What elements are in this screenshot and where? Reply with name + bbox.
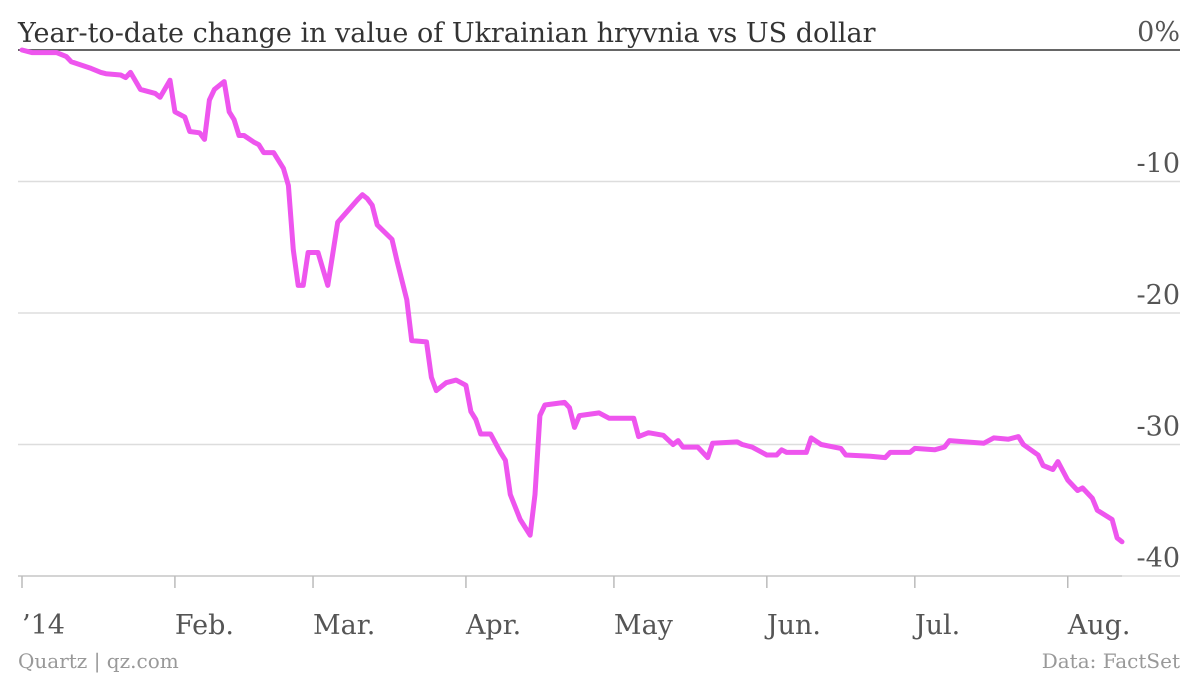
y-tick-label: 0%	[1137, 17, 1180, 48]
y-tick-label: -20	[1137, 280, 1180, 311]
x-tick-label: Feb.	[175, 610, 234, 641]
y-tick-label: -30	[1137, 412, 1180, 443]
series-line	[19, 47, 1125, 545]
x-tick-label: Aug.	[1067, 610, 1131, 641]
source: Data: FactSet	[1042, 649, 1180, 673]
y-tick-label: -10	[1137, 149, 1180, 180]
x-tick-label: May	[614, 610, 674, 641]
chart-title: Year-to-date change in value of Ukrainia…	[17, 18, 876, 49]
credit: Quartz | qz.com	[18, 649, 179, 674]
x-tick-label: Mar.	[313, 610, 375, 641]
y-tick-label: -40	[1137, 543, 1180, 574]
x-tick-label: Jul.	[912, 610, 960, 641]
x-tick-label: ’14	[22, 610, 65, 641]
x-tick-label: Apr.	[465, 610, 521, 641]
x-tick-label: Jun.	[764, 610, 821, 641]
